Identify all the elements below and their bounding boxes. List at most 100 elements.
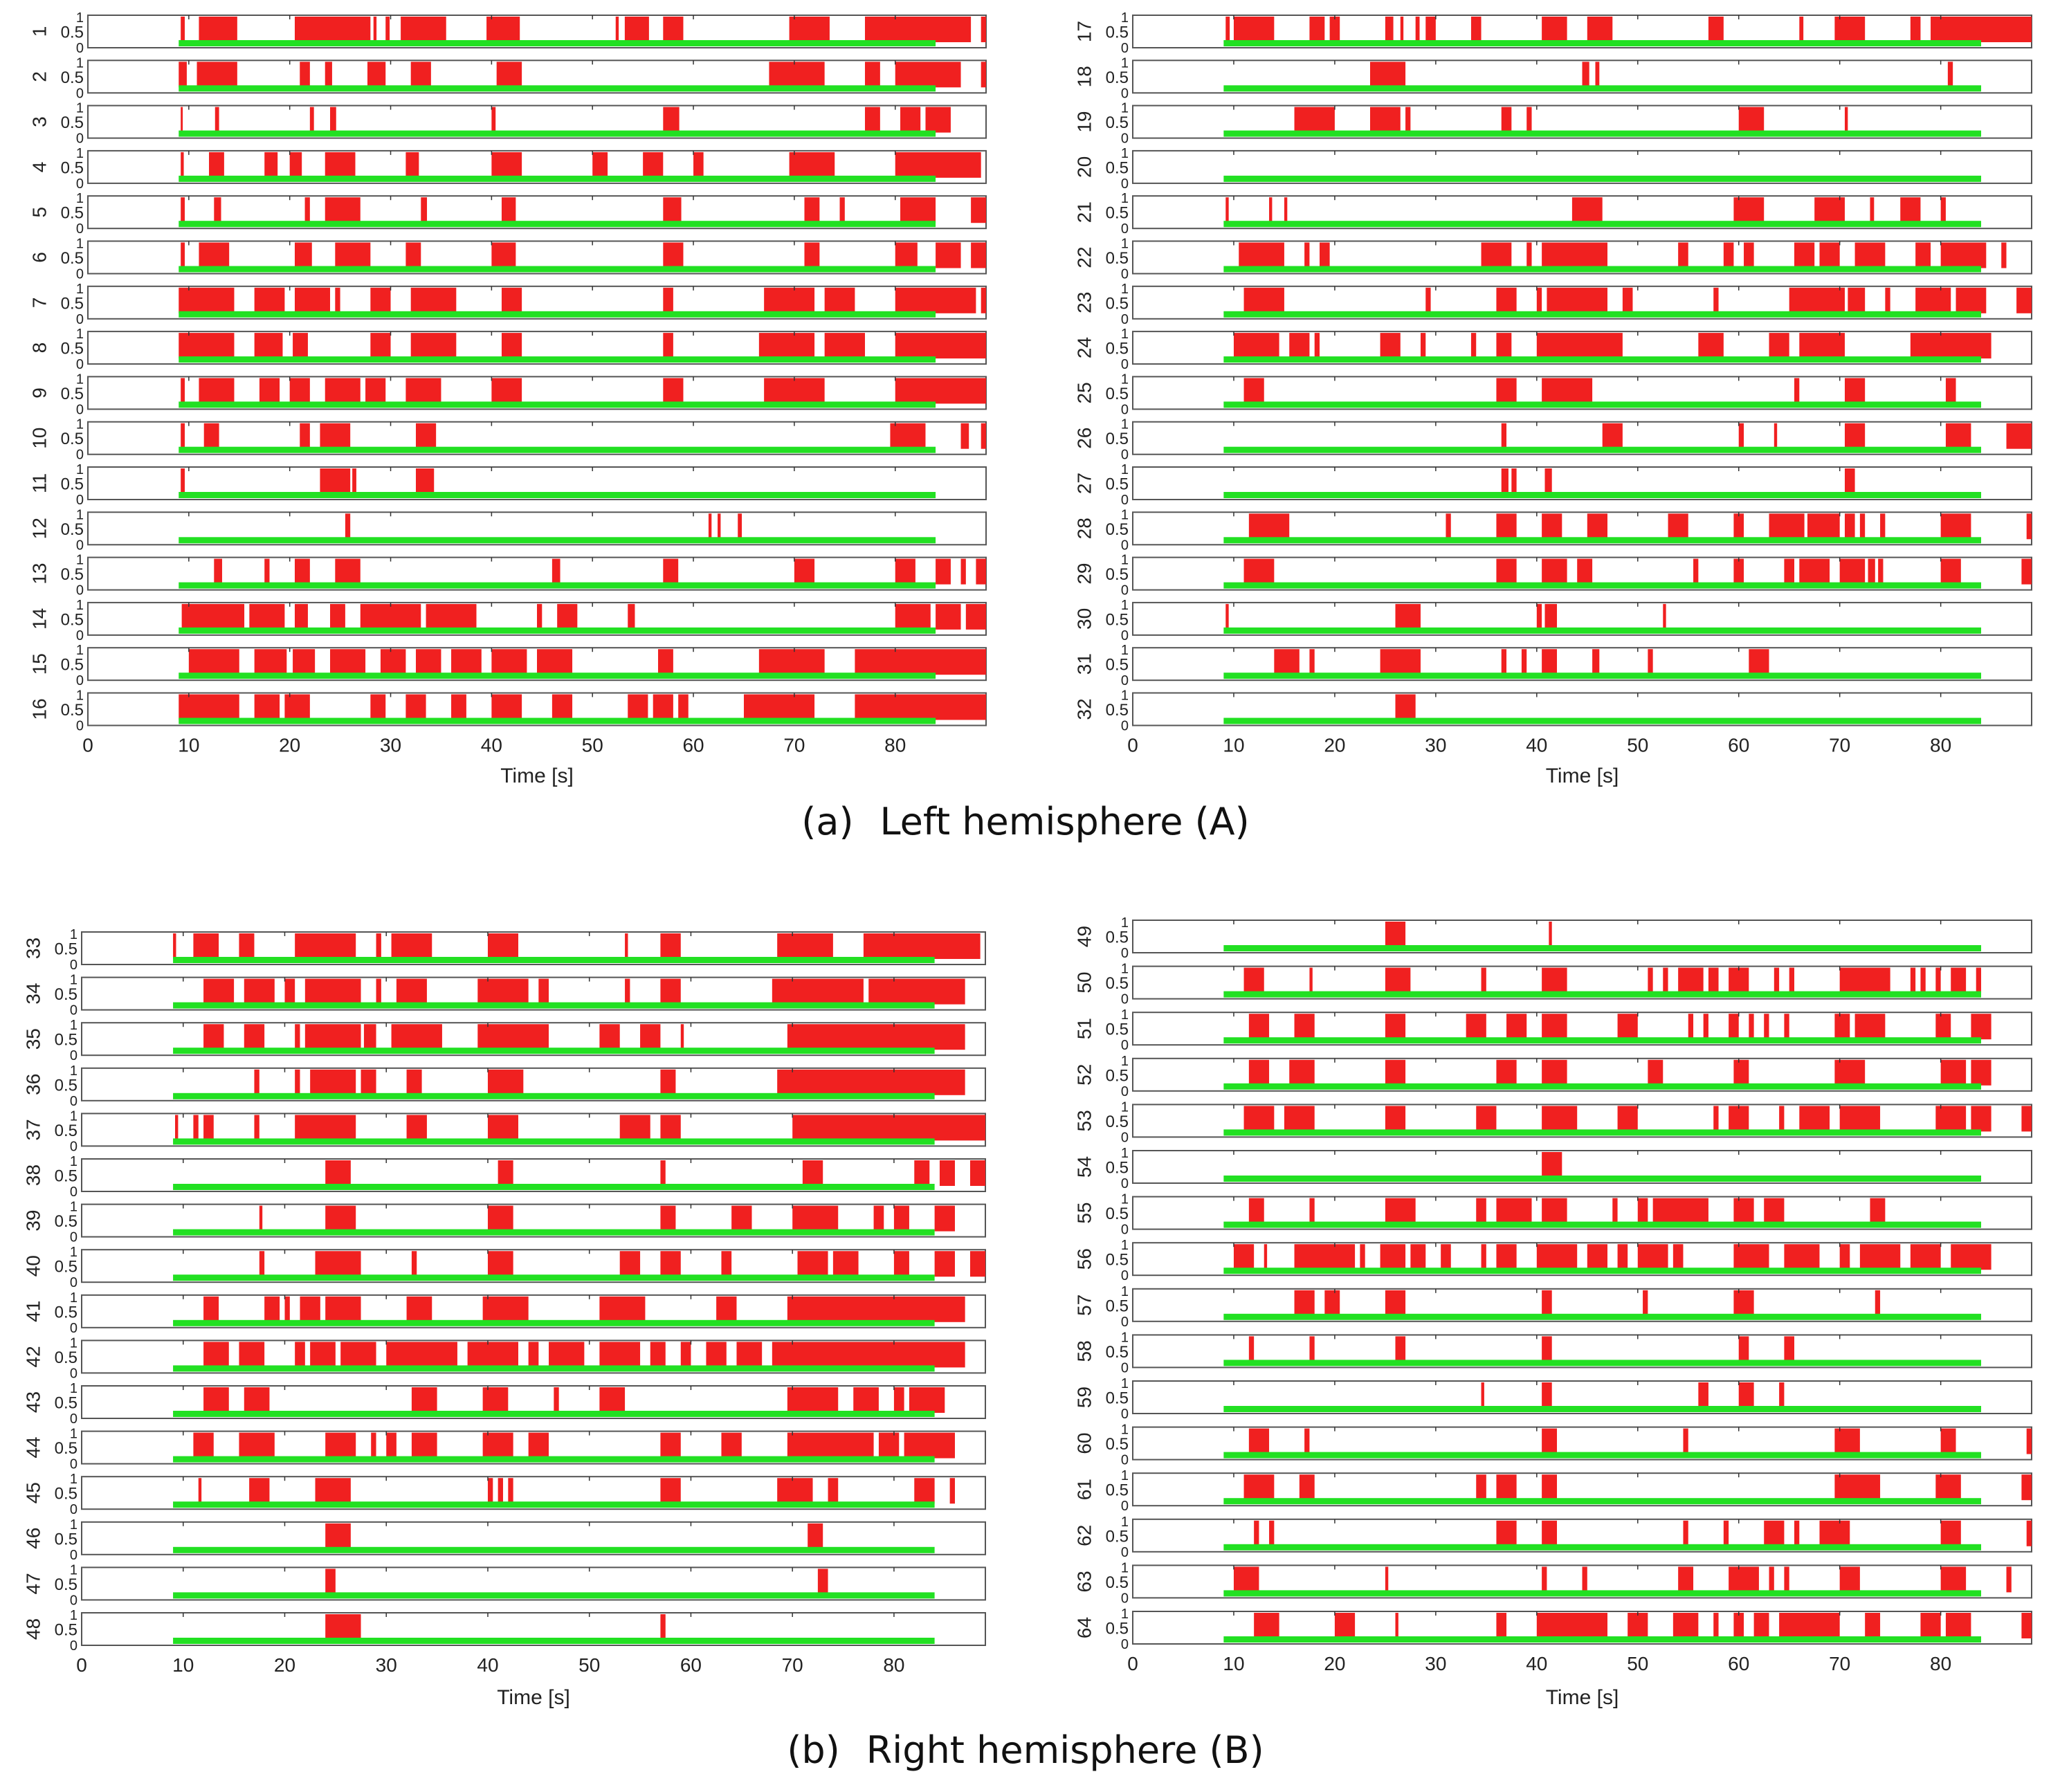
channel-label: 41 [23,1301,44,1322]
activity-bar [179,694,239,720]
y-tick-label: 0 [70,1593,78,1608]
activity-bar [1870,197,1875,223]
channel-label: 17 [1074,21,1095,42]
activity-bar [824,287,855,313]
activity-bar [249,1478,270,1504]
activity-bar [934,1251,955,1277]
activity-bar [1708,17,1724,42]
baseline-bar [1223,446,1982,453]
activity-bar [1294,1244,1356,1270]
activity-bar [410,287,457,313]
activity-bar [1637,1198,1648,1224]
activity-bar [1688,1014,1694,1040]
activity-bar [772,1342,965,1368]
activity-bar [1880,513,1886,540]
activity-bar [769,62,825,88]
baseline-bar [173,1365,935,1372]
activity-bar [1940,1520,1961,1546]
x-tick-label: 60 [1728,735,1749,756]
y-tick-label: 0 [76,538,84,553]
baseline-bar [173,1229,935,1236]
activity-bar [304,197,310,223]
activity-bar [1844,513,1855,540]
activity-bar [330,603,345,630]
y-tick-label: 0 [70,1230,78,1245]
activity-bar [1496,287,1517,313]
activity-bar [1729,1106,1749,1132]
y-tick-label: 1 [1121,1376,1129,1391]
activity-bar [320,468,351,494]
activity-bar [309,107,314,133]
baseline-bar [179,582,936,589]
activity-bar [619,1251,641,1277]
y-tick-label: 1 [70,1290,78,1306]
channel-row: 10.50 61 [1074,1468,2032,1514]
activity-bar [738,513,742,540]
activity-bar [1915,287,1951,313]
activity-bar [625,933,628,959]
channel-row: 10.50 25 [1074,372,2032,417]
activity-bar [1496,1059,1517,1086]
x-axis-label: Time [s] [1546,765,1619,787]
channel-label: 30 [1074,608,1095,630]
raster-panel-left-hemisphere-17-32: 10.501710.501810.501910.502010.502110.50… [1074,10,2032,787]
channel-label: 63 [1074,1571,1095,1592]
x-tick-label: 80 [1930,735,1951,756]
activity-bar [1496,1613,1507,1638]
activity-bar [599,1342,641,1368]
y-tick-label: 0.5 [1106,1021,1129,1039]
y-tick-label: 0 [70,1321,78,1336]
activity-bar [487,1069,524,1095]
activity-bar [721,1251,732,1277]
activity-bar [1920,1613,1941,1638]
y-tick-label: 0.5 [61,249,84,268]
raster-panel-left-hemisphere-1-16: 10.50110.50210.50310.50410.50510.50610.5… [29,10,987,787]
channel-label: 46 [23,1528,44,1549]
activity-bar [1794,242,1815,268]
y-tick-label: 0.5 [1106,701,1129,720]
baseline-bar [179,85,936,92]
x-tick-label: 20 [1324,1653,1345,1674]
y-tick-label: 0 [1121,1545,1129,1560]
activity-bar [893,1251,909,1277]
y-tick-label: 1 [1121,688,1129,704]
y-tick-label: 1 [76,598,84,613]
activity-bar [1470,333,1477,359]
y-tick-label: 1 [76,101,84,116]
activity-bar [370,694,386,720]
activity-bar [1844,107,1848,133]
y-tick-label: 0.5 [1106,204,1129,223]
channel-label: 50 [1074,972,1095,994]
activity-bar [1309,649,1315,675]
activity-bar [787,1432,874,1459]
activity-bar [406,1296,432,1322]
y-tick-label: 0.5 [1106,385,1129,403]
baseline-bar [1223,356,1982,363]
activity-bar [939,1160,955,1186]
activity-bar [295,1024,300,1050]
activity-bar [1854,242,1886,268]
baseline-bar [173,1002,935,1009]
activity-bar [244,1387,270,1413]
y-tick-label: 1 [1121,191,1129,206]
channel-row: 10.50 45 [23,1472,986,1517]
activity-bar [528,1432,549,1459]
activity-bar [1521,649,1527,675]
activity-bar [1617,1014,1638,1040]
y-tick-label: 0.5 [1106,656,1129,675]
y-tick-label: 1 [1121,462,1129,477]
activity-bar [914,1160,930,1186]
baseline-bar [173,1048,935,1054]
activity-bar [839,197,845,223]
activity-bar [1940,513,1971,540]
activity-bar [415,423,437,449]
activity-bar [1254,1520,1259,1546]
activity-bar [1900,197,1921,223]
activity-bar [1774,423,1778,449]
activity-bar [340,1342,376,1368]
activity-bar [1542,1059,1567,1086]
activity-bar [1542,513,1562,540]
activity-bar [1643,1290,1648,1316]
channel-label: 60 [1074,1433,1095,1454]
activity-bar [193,1432,214,1459]
